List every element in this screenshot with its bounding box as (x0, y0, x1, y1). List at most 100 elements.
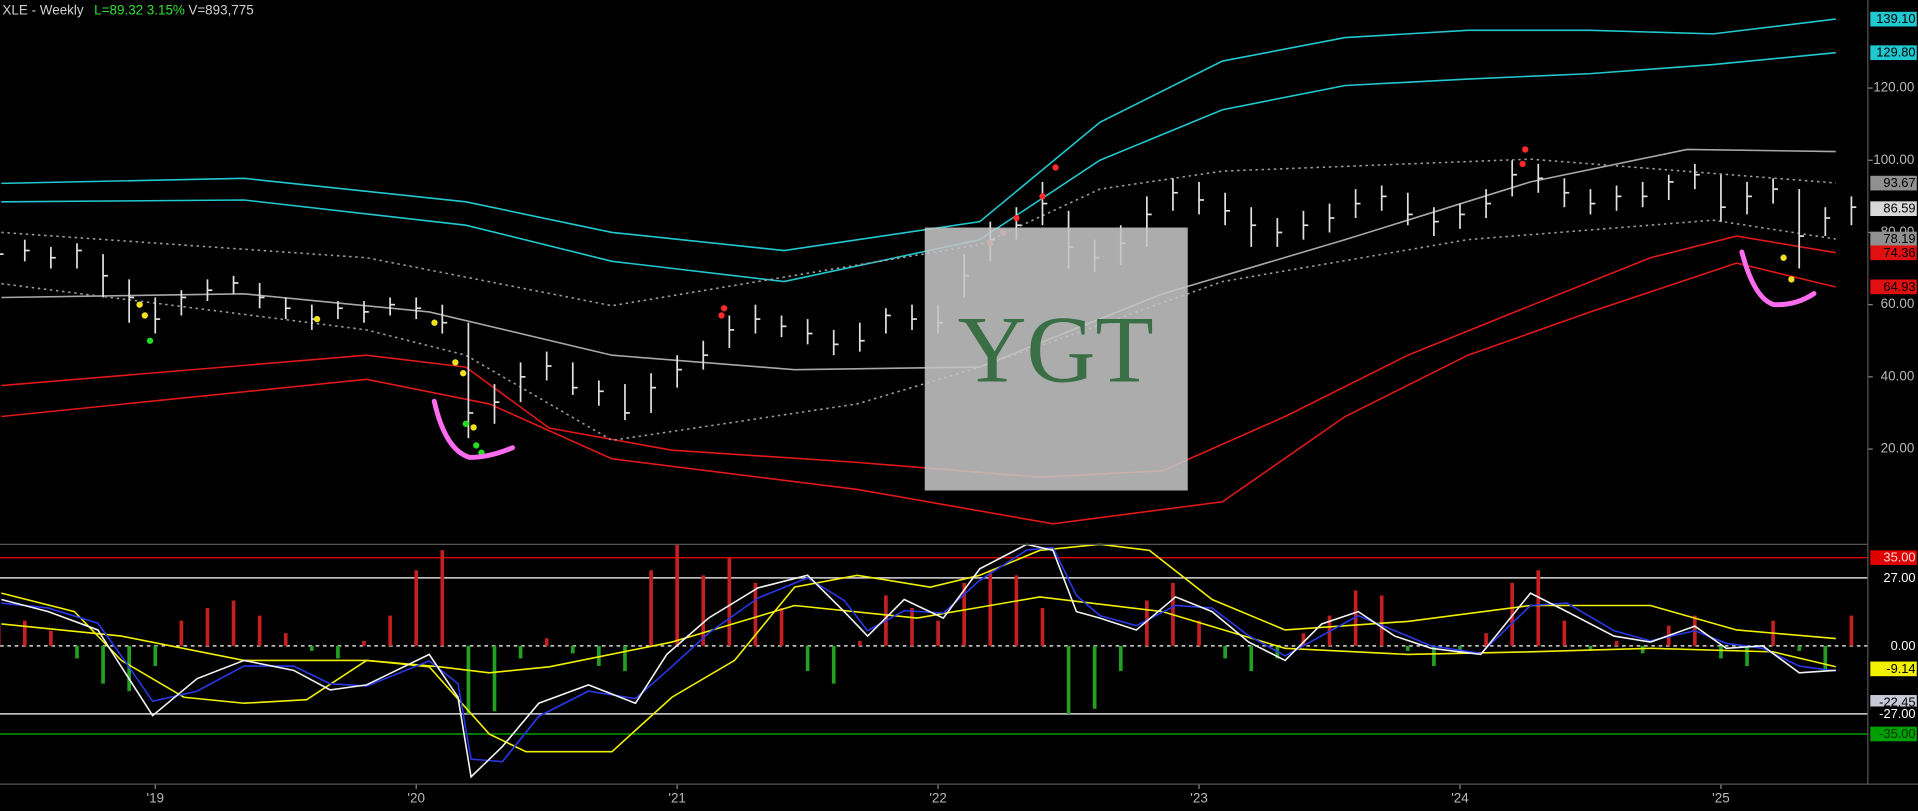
value-badge (1870, 45, 1917, 61)
y-tick-label: 60.00 (1881, 296, 1915, 311)
histogram-bar (988, 570, 993, 646)
signal-dot (136, 301, 143, 308)
signal-dot (141, 312, 149, 319)
histogram-bar (1510, 582, 1515, 646)
indicator-line (1, 543, 1836, 753)
histogram-bar (414, 570, 419, 646)
value-badge-label: 139.10 (1876, 11, 1915, 26)
histogram-bar (1823, 645, 1828, 672)
value-badge-label: 93.67 (1883, 175, 1915, 190)
value-badge-label: 64.93 (1883, 279, 1915, 294)
y-tick-label: 20.00 (1881, 441, 1915, 456)
histogram-bar (492, 645, 497, 712)
signal-dot (1780, 254, 1787, 261)
y-tick-label: 100.00 (1873, 152, 1914, 167)
histogram-bar (1797, 645, 1802, 651)
value-badge (1870, 570, 1917, 586)
indicator-line (1, 546, 1836, 763)
signal-dot (313, 315, 321, 323)
histogram-bar (675, 545, 679, 646)
signal-dot (146, 337, 154, 344)
indicator-line (1, 596, 1836, 674)
x-tick-label: '21 (668, 790, 686, 805)
histogram-bar (257, 615, 262, 646)
y-tick-label: 120.00 (1873, 80, 1914, 95)
histogram-bar (440, 550, 445, 646)
value-badge (1870, 201, 1917, 217)
change: 3.15% (147, 3, 185, 18)
histogram-bar (388, 615, 392, 646)
signal-dot (470, 424, 477, 431)
histogram-bar (570, 645, 575, 654)
histogram-bar (544, 638, 549, 646)
value-badge-label: 86.59 (1883, 201, 1915, 216)
signal-dot (720, 305, 728, 312)
value-badge (1870, 550, 1917, 566)
histogram-bar (1379, 595, 1384, 646)
signal-dot (718, 312, 725, 319)
signal-dot (473, 442, 480, 449)
histogram-bar (779, 608, 784, 646)
logo-box (924, 227, 1188, 491)
signal-dot (431, 319, 438, 326)
signal-dot (452, 359, 459, 366)
histogram-bar (831, 645, 836, 684)
histogram-bar (805, 645, 810, 672)
x-tick-label: '23 (1190, 790, 1208, 805)
histogram-bar (101, 645, 105, 684)
value-badge-label: 74.36 (1883, 245, 1915, 260)
value-badge (1870, 11, 1917, 27)
histogram-bar (1066, 645, 1071, 714)
histogram-bar (1249, 645, 1254, 672)
x-tick-label: '19 (147, 790, 165, 805)
histogram-bar (518, 645, 523, 659)
signal-dot (1052, 164, 1059, 171)
histogram-bar (910, 608, 914, 646)
histogram-bar (1405, 645, 1410, 651)
histogram-bar (153, 645, 158, 666)
x-tick-label: '20 (407, 790, 425, 805)
oscillator-panel: '19 '20 '21 '22 '23 '24 '25 35.00 27.00 0.00 -9.14… (0, 543, 1917, 805)
indicator-line (1, 543, 1836, 779)
price-panel: 20.0040.0060.0080.00100.00120.00139.1012… (0, 11, 1917, 525)
histogram-bar (0, 625, 1, 646)
histogram-bar (857, 640, 862, 646)
histogram-bar (1432, 645, 1436, 666)
histogram-bar (49, 630, 53, 646)
histogram-bar (231, 600, 236, 646)
histogram-bar (1719, 645, 1723, 659)
histogram-bar (466, 645, 471, 714)
signal-dot (462, 420, 469, 427)
value-badge (1870, 661, 1917, 677)
annotation-curve (1739, 249, 1817, 308)
indicator-line (1, 18, 1836, 252)
x-tick-label: '25 (1712, 790, 1730, 805)
value-badge (1870, 726, 1917, 742)
histogram-bar (1562, 620, 1567, 646)
value-badge (1870, 231, 1917, 247)
histogram-bar (1536, 570, 1541, 646)
histogram-bar (22, 620, 27, 646)
histogram-bar (179, 620, 184, 646)
histogram-bar (205, 608, 210, 646)
value-badge (1870, 695, 1917, 710)
value-badge-label: 35.00 (1883, 550, 1915, 565)
volume: V=893,775 (188, 3, 253, 18)
value-badge (1870, 279, 1917, 295)
value-badge-label: -9.14 (1886, 661, 1915, 676)
histogram-bar (1145, 600, 1149, 646)
annotation-curve (431, 398, 515, 460)
symbol: XLE - Weekly (2, 3, 83, 18)
signal-dot (1013, 214, 1020, 222)
signal-dot (1519, 160, 1526, 168)
histogram-bar (1484, 633, 1488, 646)
value-badge-label: 27.00 (1883, 570, 1915, 585)
histogram-bar (727, 557, 732, 646)
histogram-bar (1588, 645, 1593, 651)
histogram-bar (753, 582, 758, 646)
histogram-bar (1614, 640, 1619, 646)
histogram-bar (336, 645, 340, 659)
histogram-bar (649, 570, 653, 646)
indicator-line (1, 51, 1836, 283)
